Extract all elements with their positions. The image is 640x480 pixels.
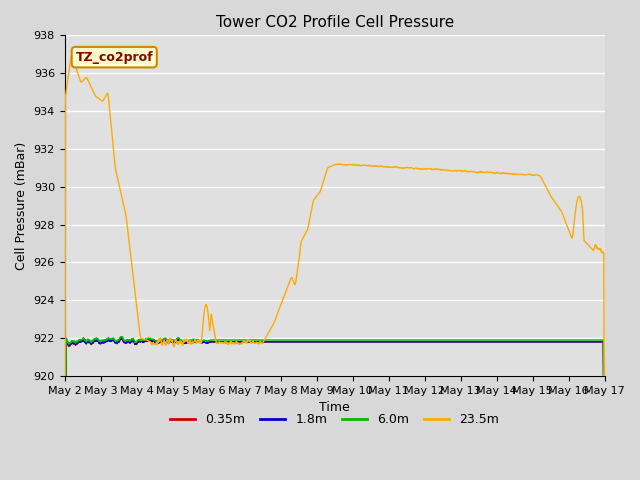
Legend: 0.35m, 1.8m, 6.0m, 23.5m: 0.35m, 1.8m, 6.0m, 23.5m bbox=[165, 408, 504, 431]
Y-axis label: Cell Pressure (mBar): Cell Pressure (mBar) bbox=[15, 142, 28, 270]
Text: TZ_co2prof: TZ_co2prof bbox=[76, 51, 153, 64]
X-axis label: Time: Time bbox=[319, 401, 350, 414]
Title: Tower CO2 Profile Cell Pressure: Tower CO2 Profile Cell Pressure bbox=[216, 15, 454, 30]
